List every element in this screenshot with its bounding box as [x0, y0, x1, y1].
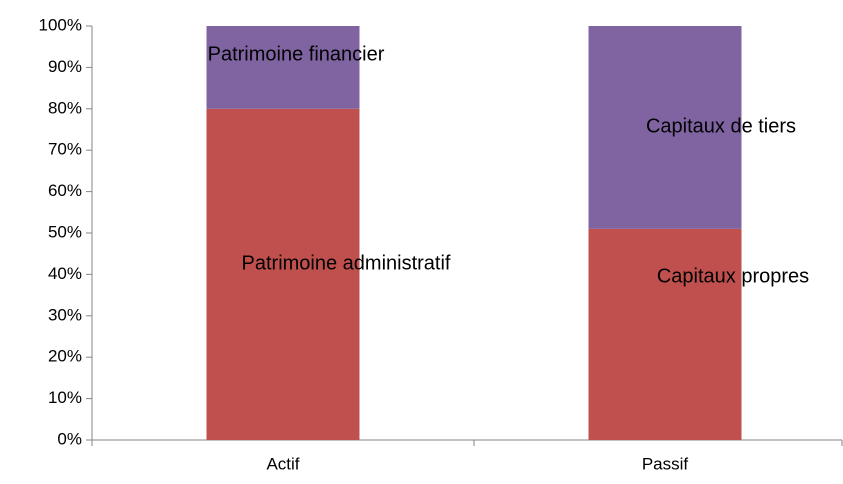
x-tick-label: Passif	[642, 454, 689, 473]
y-tick-label: 0%	[57, 429, 82, 448]
segment-label: Capitaux propres	[657, 266, 809, 288]
segment-label: Patrimoine financier	[208, 43, 385, 65]
segment-label: Capitaux de tiers	[646, 116, 796, 138]
y-tick-label: 30%	[48, 305, 82, 324]
y-tick-label: 50%	[48, 222, 82, 241]
bar-segment	[588, 26, 742, 229]
y-tick-label: 70%	[48, 140, 82, 159]
y-tick-label: 100%	[39, 15, 82, 34]
bar-segment	[206, 108, 360, 441]
bar-segment	[588, 228, 742, 440]
y-tick-label: 40%	[48, 264, 82, 283]
segment-label: Patrimoine administratif	[242, 253, 451, 275]
y-tick-label: 10%	[48, 388, 82, 407]
y-tick-label: 60%	[48, 181, 82, 200]
y-tick-label: 80%	[48, 98, 82, 117]
bar-segment	[206, 26, 360, 109]
x-tick-label: Actif	[266, 454, 299, 473]
y-tick-label: 90%	[48, 57, 82, 76]
y-tick-label: 20%	[48, 347, 82, 366]
